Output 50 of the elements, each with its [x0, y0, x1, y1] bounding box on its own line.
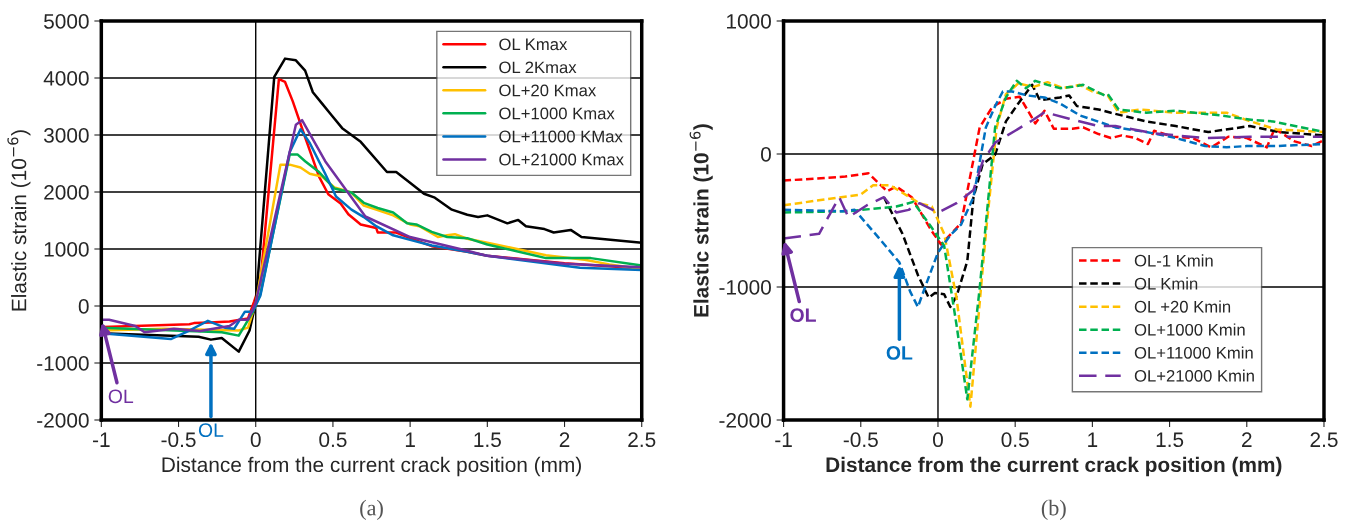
x-tick-label: -0.5: [843, 432, 878, 448]
y-tick-label: 2000: [44, 185, 89, 200]
legend-label: OL+21000 Kmin: [1134, 369, 1254, 382]
legend-label: OL+11000 KMax: [499, 130, 623, 143]
x-tick-label: 0.5: [1001, 432, 1029, 448]
y-tick-label: -2000: [719, 413, 771, 428]
x-tick-label: 0: [250, 432, 261, 448]
legend-label: OL Kmin: [1134, 277, 1198, 290]
x-axis-title: Distance from the current crack position (mm): [162, 456, 581, 477]
annotation: OL: [198, 423, 224, 438]
y-tick-label: -1000: [37, 356, 89, 371]
x-tick-label: 2: [559, 432, 570, 447]
x-axis-title: Distance from the current crack position (mm): [826, 456, 1282, 477]
x-tick-label: 0: [933, 432, 943, 448]
text: (a): [360, 499, 383, 520]
y-tick-label: -1000: [719, 280, 771, 295]
legend-label: OL Kmax: [499, 38, 568, 51]
y-axis-title: Elastic strain (10$^{−6}$): [689, 124, 713, 317]
x-tick-label: 2.5: [628, 432, 656, 448]
legend-label: OL+11000 Kmin: [1134, 346, 1253, 359]
x-tick-label: -1: [775, 432, 792, 447]
x-tick-label: 0.5: [319, 432, 347, 448]
y-tick-label: 1000: [727, 14, 771, 29]
legend-label: OL 2Kmax: [499, 61, 577, 74]
legend-label: OL+20 Kmax: [499, 84, 597, 97]
legend-label: OL+1000 Kmin: [1134, 323, 1245, 336]
y-tick-label: 0: [78, 299, 89, 314]
x-tick-label: 2: [1242, 432, 1252, 447]
legend-label: OL-1 Kmin: [1134, 254, 1213, 267]
x-tick-label: -1: [92, 432, 110, 447]
y-tick-label: 0: [761, 147, 771, 162]
y-tick-label: 5000: [44, 14, 89, 29]
text: (b): [1041, 499, 1066, 520]
annotation: OL: [108, 389, 134, 404]
y-tick-label: -2000: [37, 413, 89, 428]
x-tick-label: -0.5: [161, 432, 196, 448]
annotation: OL: [790, 308, 816, 322]
x-tick-label: 2.5: [1310, 432, 1338, 448]
y-tick-label: 3000: [43, 128, 89, 143]
legend-label: OL+21000 Kmax: [499, 153, 624, 166]
y-axis-title: Elastic strain (10$^{−6}$): [7, 130, 31, 311]
y-tick-label: 1000: [44, 242, 89, 257]
x-tick-label: 1.5: [1156, 432, 1184, 448]
y-tick-label: 4000: [43, 71, 89, 86]
legend-label: OL+1000 Kmax: [499, 107, 615, 120]
x-tick-label: 1: [405, 432, 415, 447]
annotation: OL: [886, 346, 913, 360]
x-tick-label: 1.5: [474, 432, 501, 448]
x-tick-label: 1: [1088, 432, 1098, 447]
legend-label: OL +20 Kmin: [1134, 300, 1231, 313]
